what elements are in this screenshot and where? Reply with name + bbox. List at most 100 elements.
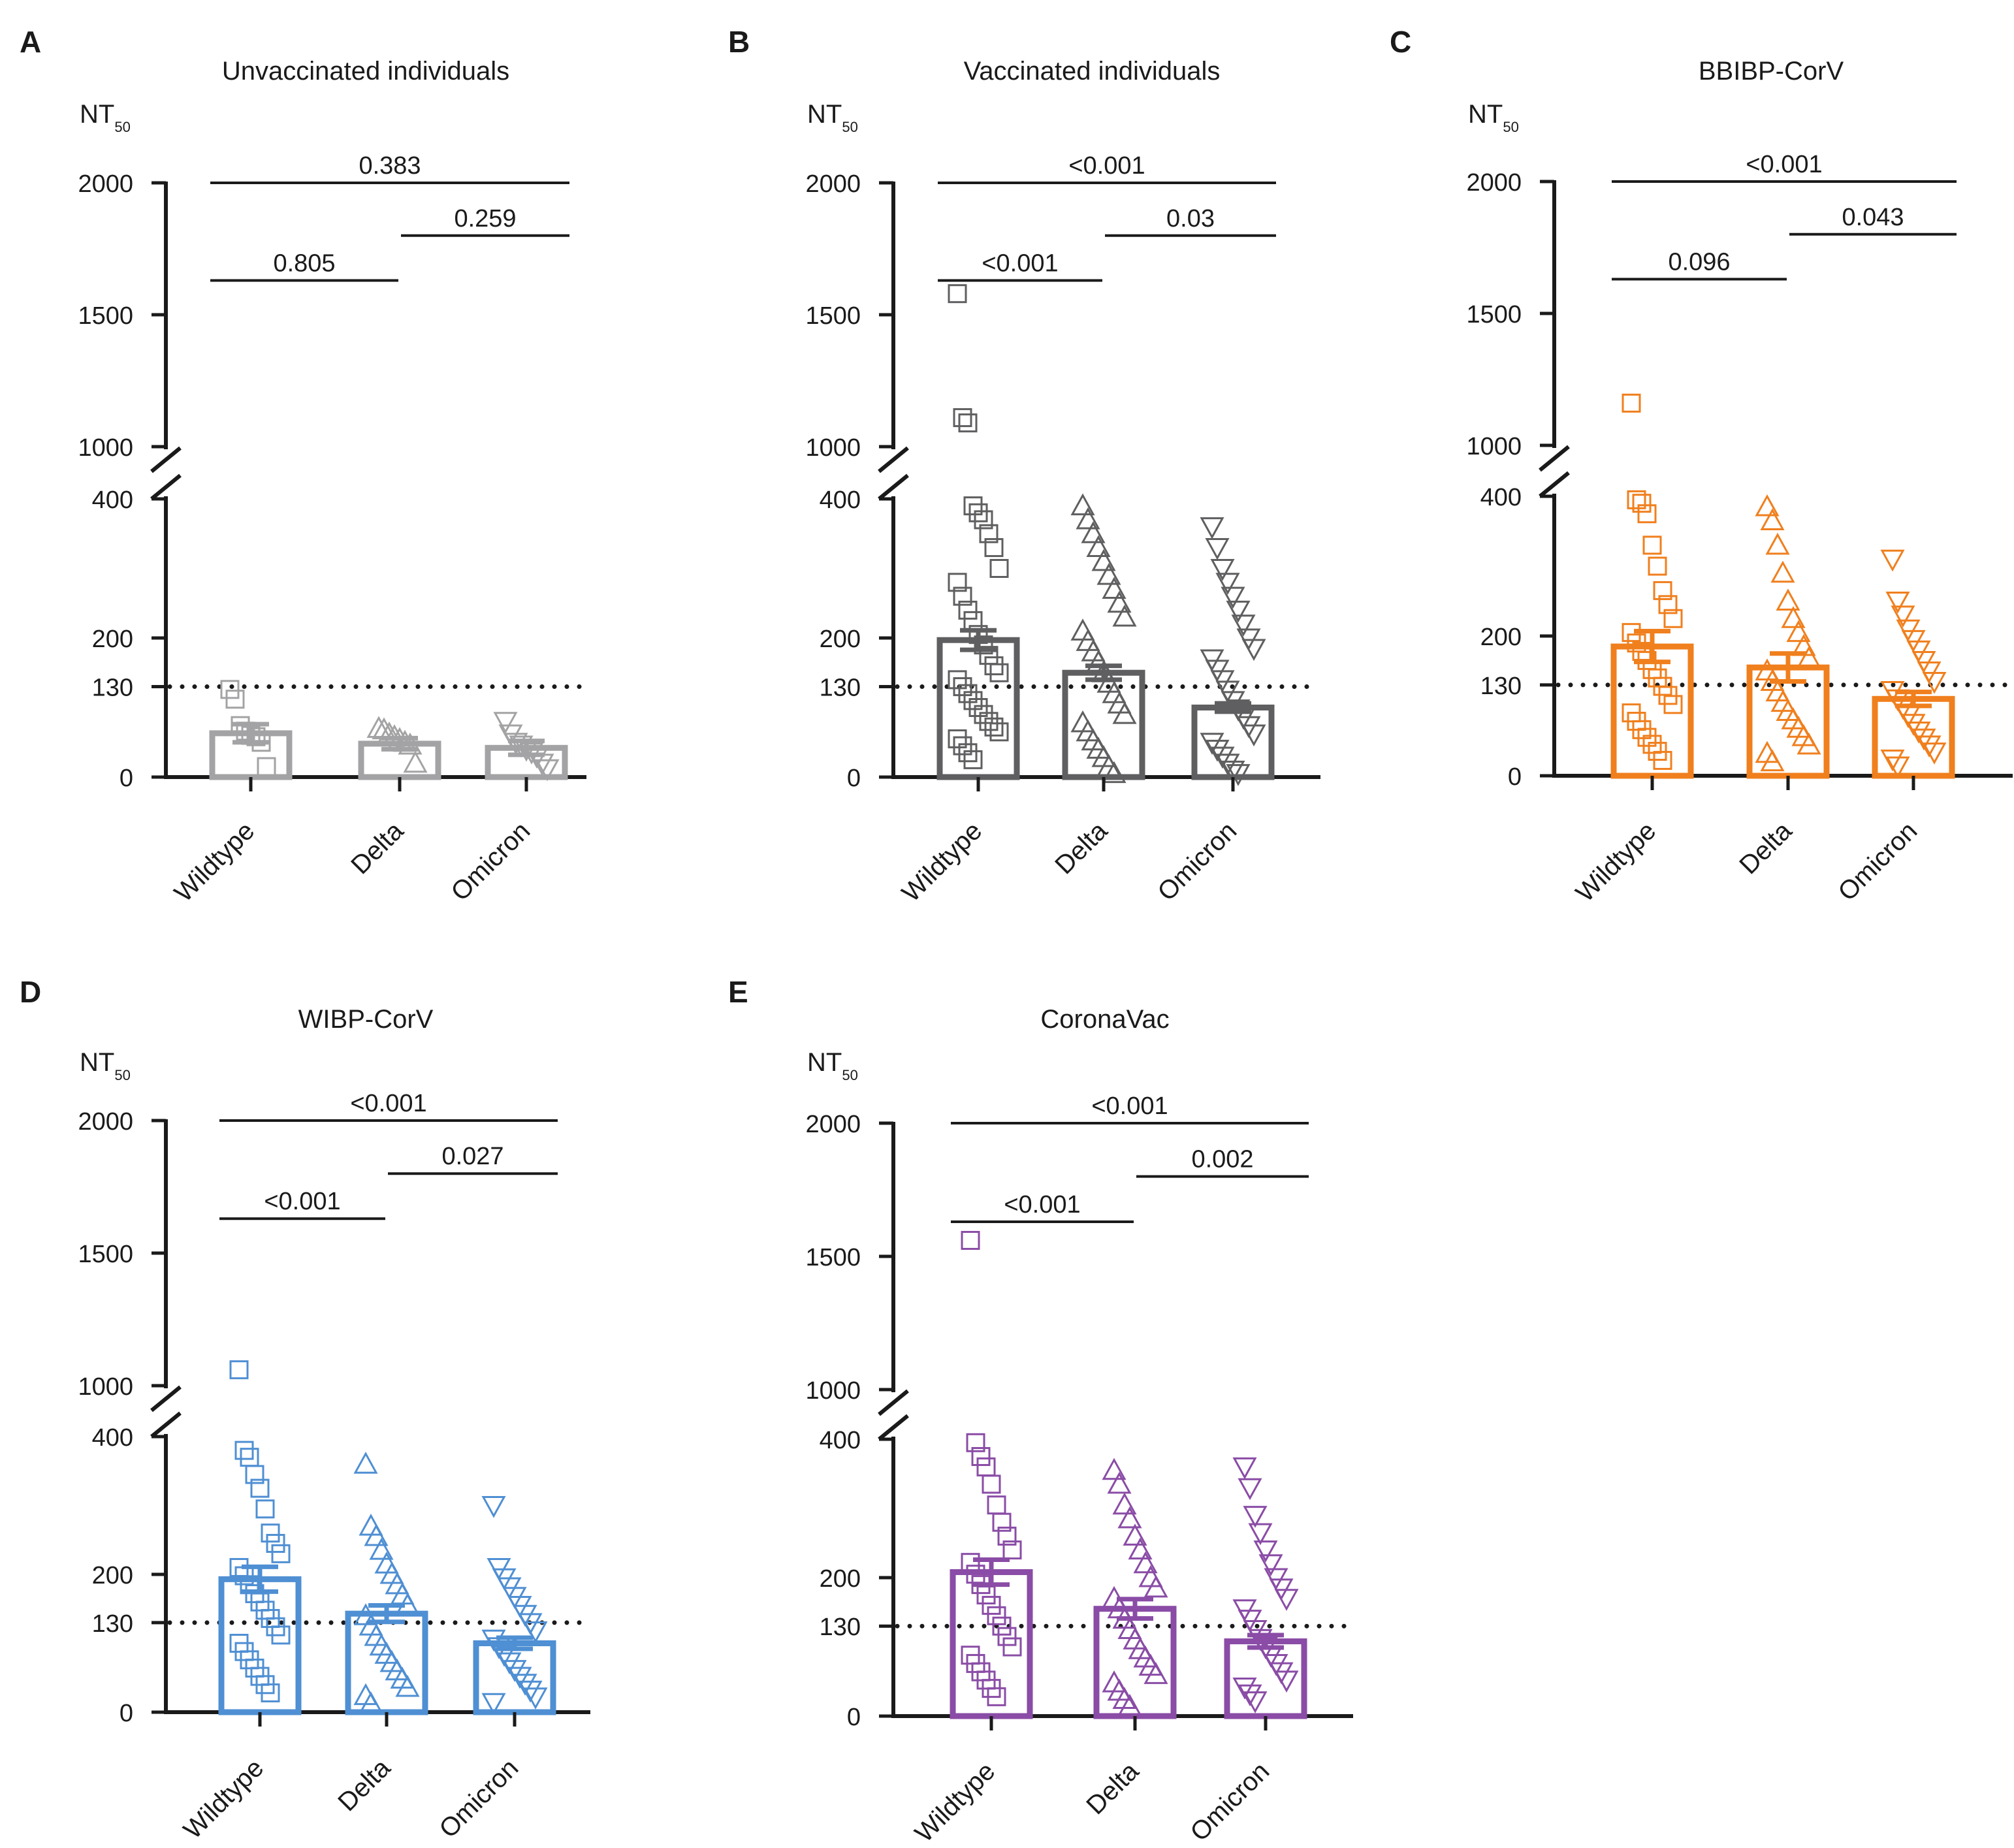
panel-letter: A xyxy=(20,25,41,59)
data-point-delta xyxy=(1096,563,1121,585)
data-point-wildtype xyxy=(958,413,978,433)
panel-a: A Unvaccinated individuals NT50 0 130 200 400 1… xyxy=(20,25,586,908)
y-tick-label: 2000 xyxy=(1466,169,1522,197)
y-tick-label: 1500 xyxy=(78,1241,133,1268)
data-point-omicron xyxy=(1922,672,1947,694)
data-point-wildtype xyxy=(1637,727,1657,747)
data-point-delta xyxy=(1786,620,1811,643)
panel-letter: E xyxy=(728,975,748,1009)
data-point-delta xyxy=(364,1523,389,1546)
data-point-wildtype xyxy=(1002,1540,1022,1560)
y-tick-label: 2000 xyxy=(805,1111,861,1138)
data-point-delta xyxy=(1076,507,1100,530)
y-tick-label: 130 xyxy=(92,1610,133,1638)
data-point-wildtype xyxy=(966,1433,985,1452)
data-point-wildtype xyxy=(271,1544,291,1563)
axis-break-mark xyxy=(1539,445,1570,472)
panel-letter: D xyxy=(20,975,41,1009)
y-axis-label-main: NT xyxy=(807,1048,842,1077)
data-point-delta xyxy=(1770,690,1795,712)
data-point-omicron xyxy=(1922,742,1947,765)
y-tick-label: 0 xyxy=(120,765,133,792)
data-point-wildtype xyxy=(976,1457,996,1476)
data-point-wildtype xyxy=(225,690,245,709)
p-value-label: 0.096 xyxy=(1668,248,1730,276)
p-value-label: <0.001 xyxy=(982,249,1058,277)
data-point-omicron xyxy=(1248,1523,1273,1546)
data-point-wildtype xyxy=(989,663,1009,682)
data-point-delta xyxy=(1133,1551,1158,1574)
data-point-omicron xyxy=(1880,749,1905,772)
data-point-omicron xyxy=(535,759,560,782)
data-point-wildtype xyxy=(974,705,993,724)
data-point-delta xyxy=(1123,1523,1147,1546)
data-point-omicron xyxy=(1231,614,1256,637)
y-tick-label: 1500 xyxy=(805,302,861,330)
data-point-omicron xyxy=(1274,1589,1299,1611)
y-tick-label: 400 xyxy=(820,486,861,514)
p-value-label: 0.805 xyxy=(273,249,335,277)
data-point-delta xyxy=(1112,1492,1137,1515)
x-tick-label-delta: Delta xyxy=(1081,1757,1145,1821)
data-point-wildtype xyxy=(261,1683,280,1702)
data-point-wildtype xyxy=(984,717,1004,737)
x-tick-label-delta: Delta xyxy=(345,816,409,880)
data-point-omicron xyxy=(1880,549,1905,572)
bar-wildtype xyxy=(950,1569,1033,1719)
y-axis-label-subscript: 50 xyxy=(842,1067,857,1083)
data-point-wildtype xyxy=(971,1447,991,1466)
data-point-delta xyxy=(1102,761,1127,784)
p-value-label: 0.03 xyxy=(1166,205,1215,232)
data-point-delta xyxy=(369,1537,394,1560)
y-tick-label: 200 xyxy=(1480,624,1522,651)
data-point-omicron xyxy=(1200,733,1224,755)
x-tick-label-wildtype: Wildtype xyxy=(897,816,988,908)
data-point-delta xyxy=(1770,560,1795,583)
data-point-delta xyxy=(366,716,391,738)
data-point-wildtype xyxy=(982,1474,1001,1494)
data-point-wildtype xyxy=(961,1553,980,1572)
data-point-wildtype xyxy=(229,1360,249,1380)
data-point-wildtype xyxy=(992,1616,1012,1636)
data-point-omicron xyxy=(1243,1691,1268,1713)
data-point-wildtype xyxy=(948,573,967,592)
data-point-delta xyxy=(1070,493,1095,516)
data-point-wildtype xyxy=(987,1606,1006,1625)
data-point-omicron xyxy=(1205,739,1230,762)
y-tick-label: 1000 xyxy=(805,1377,861,1405)
y-tick-label: 400 xyxy=(92,1424,133,1452)
y-tick-label: 2000 xyxy=(78,1108,133,1136)
data-point-wildtype xyxy=(989,722,1009,742)
x-tick-label-delta: Delta xyxy=(332,1753,396,1817)
data-point-omicron xyxy=(513,1674,537,1696)
y-tick-label: 400 xyxy=(820,1427,861,1454)
data-point-wildtype xyxy=(963,496,983,516)
data-point-omicron xyxy=(1911,650,1936,673)
y-axis-label-subscript: 50 xyxy=(114,1067,130,1083)
y-axis-label-main: NT xyxy=(80,100,114,129)
p-value-label: <0.001 xyxy=(350,1090,426,1117)
panel-title: BBIBP-CorV xyxy=(1699,57,1844,86)
y-axis-label-subscript: 50 xyxy=(1503,119,1518,135)
y-axis-label: NT50 xyxy=(807,1048,858,1083)
data-point-delta xyxy=(1107,590,1132,613)
p-value-label: 0.027 xyxy=(441,1143,504,1170)
y-tick-label: 1000 xyxy=(78,434,133,462)
data-point-omicron xyxy=(1243,1506,1268,1528)
data-point-wildtype xyxy=(1637,504,1657,524)
data-point-wildtype xyxy=(997,1526,1017,1546)
data-point-delta xyxy=(1797,646,1821,668)
data-point-delta xyxy=(1081,521,1106,543)
data-point-delta xyxy=(1143,1575,1168,1598)
data-point-omicron xyxy=(481,1693,506,1715)
data-point-wildtype xyxy=(1627,490,1646,509)
data-point-delta xyxy=(1765,532,1790,555)
data-point-wildtype xyxy=(246,727,266,746)
y-tick-label: 130 xyxy=(820,1614,861,1641)
data-point-wildtype xyxy=(1642,535,1662,555)
data-point-wildtype xyxy=(250,1478,270,1498)
y-axis-label-main: NT xyxy=(80,1048,114,1077)
data-point-omicron xyxy=(1232,1457,1257,1480)
data-point-delta xyxy=(1760,749,1785,772)
data-point-delta xyxy=(1102,1458,1127,1480)
